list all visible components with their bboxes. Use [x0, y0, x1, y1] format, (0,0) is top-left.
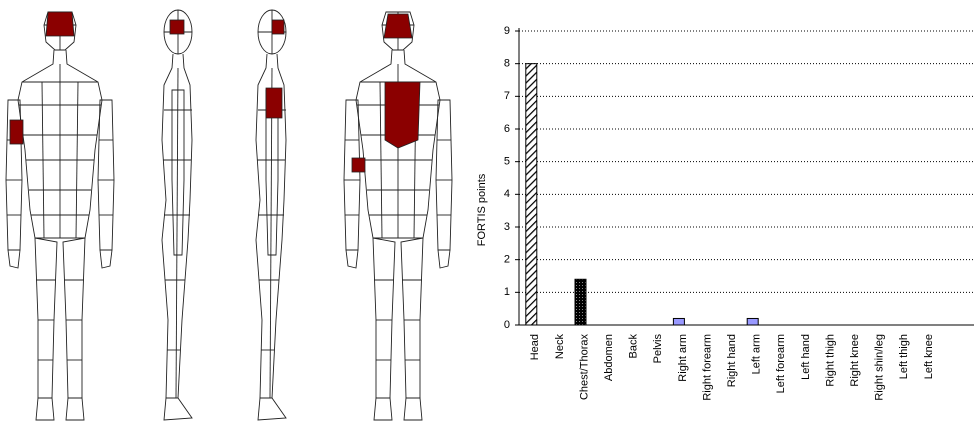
injury-region: [352, 158, 365, 172]
x-tick-label: Right forearm: [701, 334, 713, 401]
y-tick-label: 7: [504, 90, 510, 102]
front-figure: [6, 12, 114, 420]
x-tick-label: Right knee: [849, 334, 861, 387]
y-tick-label: 5: [504, 156, 510, 168]
x-tick-label: Left hand: [800, 334, 812, 380]
x-tick-label: Right arm: [677, 334, 689, 382]
x-tick-label: Left knee: [923, 334, 935, 379]
y-tick-label: 8: [504, 58, 510, 70]
y-axis-label: FORTIS points: [476, 173, 488, 246]
body-figures: [6, 10, 452, 420]
injury-region: [10, 120, 23, 144]
side-figure: [256, 10, 286, 420]
x-tick-label: Left forearm: [775, 334, 787, 393]
x-tick-label: Abdomen: [603, 334, 615, 381]
x-tick-label: Back: [628, 334, 640, 359]
bar: [526, 64, 537, 325]
bar: [575, 279, 586, 325]
injury-region: [272, 20, 284, 34]
x-tick-label: Head: [529, 334, 541, 360]
back-figure: [344, 12, 452, 420]
y-tick-label: 0: [504, 319, 510, 331]
injury-region: [46, 12, 74, 36]
bar: [673, 318, 684, 325]
x-tick-label: Right shin/leg: [874, 334, 886, 401]
y-tick-label: 3: [504, 221, 510, 233]
x-tick-label: Right thigh: [824, 334, 836, 387]
injury-region: [170, 20, 184, 34]
x-tick-label: Left arm: [751, 334, 763, 374]
injury-region: [266, 88, 282, 118]
y-tick-label: 2: [504, 254, 510, 266]
x-tick-label: Pelvis: [652, 334, 664, 364]
x-tick-label: Left thigh: [898, 334, 910, 379]
y-tick-label: 4: [504, 188, 510, 200]
x-tick-label: Right hand: [726, 334, 738, 387]
y-tick-label: 1: [504, 286, 510, 298]
bar-chart: FORTIS points 0 1 2 3 4 5 6 7 8 9 Head Neck Chest/Th…: [476, 25, 974, 401]
side-figure: [162, 10, 192, 420]
x-tick-label: Neck: [554, 334, 566, 360]
y-tick-label: 6: [504, 123, 510, 135]
x-tick-label: Chest/Thorax: [578, 334, 590, 401]
page: FORTIS points 0 1 2 3 4 5 6 7 8 9 Head Neck Chest/Th…: [0, 0, 974, 423]
y-tick-label: 9: [504, 25, 510, 37]
bar: [747, 318, 758, 325]
injury-region: [384, 14, 412, 38]
injury-region: [385, 82, 420, 148]
